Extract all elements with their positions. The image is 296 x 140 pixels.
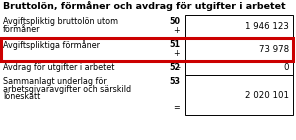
Bar (185, 15, 293, 38)
Text: -: - (177, 63, 180, 72)
Text: 2 020 101: 2 020 101 (245, 90, 289, 100)
Text: 0: 0 (284, 64, 289, 73)
Text: 53: 53 (169, 77, 180, 86)
Text: 73 978: 73 978 (259, 45, 289, 54)
Text: förmåner: förmåner (3, 24, 41, 33)
Text: 52: 52 (169, 63, 180, 72)
Text: Avgiftspliktig bruttolön utom: Avgiftspliktig bruttolön utom (3, 17, 118, 26)
Text: Bruttolön, förmåner och avdrag för utgifter i arbetet: Bruttolön, förmåner och avdrag för utgif… (3, 1, 286, 11)
Text: löneskatt: löneskatt (3, 92, 40, 101)
Bar (185, 75, 293, 115)
Text: Avgiftspliktiga förmåner: Avgiftspliktiga förmåner (3, 40, 100, 50)
Text: =: = (173, 103, 180, 112)
Bar (185, 38, 293, 61)
Text: 50: 50 (169, 17, 180, 26)
Bar (185, 61, 293, 75)
Text: 51: 51 (169, 40, 180, 49)
Text: +: + (173, 26, 180, 35)
Text: Avdrag för utgifter i arbetet: Avdrag för utgifter i arbetet (3, 63, 114, 72)
Text: 1 946 123: 1 946 123 (245, 22, 289, 31)
Bar (1, 38, 293, 61)
Text: arbetsgivaravgifter och särskild: arbetsgivaravgifter och särskild (3, 85, 131, 94)
Text: +: + (173, 49, 180, 58)
Text: Sammanlagt underlag för: Sammanlagt underlag för (3, 77, 107, 86)
